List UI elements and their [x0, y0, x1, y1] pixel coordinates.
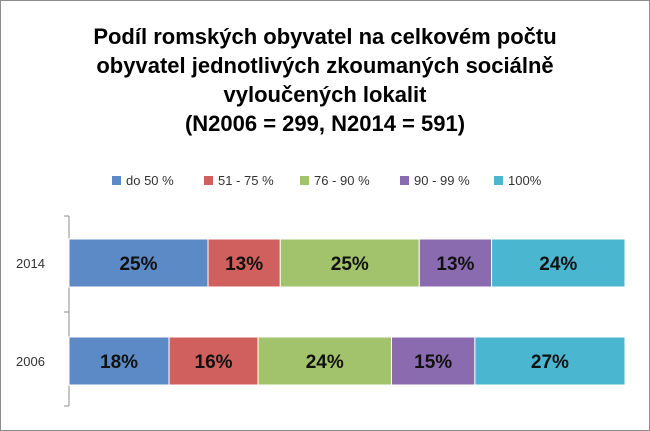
y-tick-label: 2006 — [16, 354, 45, 369]
chart-title-line-2: obyvatel jednotlivých zkoumaných sociáln… — [96, 53, 554, 78]
data-label: 15% — [414, 352, 452, 373]
data-label: 27% — [531, 352, 569, 373]
legend-label: 51 - 75 % — [218, 173, 274, 188]
chart-title-line-1: Podíl romských obyvatel na celkovém počt… — [93, 24, 557, 49]
bar-segment — [68, 238, 209, 288]
bar-segment — [68, 336, 170, 386]
chart-title: Podíl romských obyvatel na celkovém počt… — [40, 22, 610, 138]
data-label: 25% — [119, 254, 157, 275]
data-label: 13% — [436, 254, 474, 275]
chart-legend: do 50 % 51 - 75 % 76 - 90 % 90 - 99 % 100% — [112, 173, 542, 188]
data-label: 24% — [539, 254, 577, 275]
legend-swatch — [204, 176, 213, 185]
data-label: 18% — [100, 352, 138, 373]
chart-title-line-4: (N2006 = 299, N2014 = 591) — [184, 111, 466, 136]
bar-segment — [491, 238, 626, 288]
chart-title-line-3: vyloučených lokalit — [223, 82, 427, 107]
legend-label: 90 - 99 % — [414, 173, 470, 188]
legend-swatch — [112, 176, 121, 185]
bar-segment — [279, 238, 420, 288]
legend-label: 100% — [508, 173, 542, 188]
legend-label: do 50 % — [126, 173, 174, 188]
bar-segment — [474, 336, 626, 386]
legend-swatch — [300, 176, 309, 185]
data-label: 13% — [225, 254, 263, 275]
data-label: 24% — [306, 352, 344, 373]
legend-swatch — [400, 176, 409, 185]
legend-swatch — [494, 176, 503, 185]
y-tick-label: 2014 — [16, 256, 45, 271]
legend-label: 76 - 90 % — [314, 173, 370, 188]
data-label: 16% — [195, 352, 233, 373]
data-label: 25% — [331, 254, 369, 275]
bar-segment — [207, 238, 281, 288]
bar-segment — [390, 336, 476, 386]
bar-segment — [168, 336, 259, 386]
